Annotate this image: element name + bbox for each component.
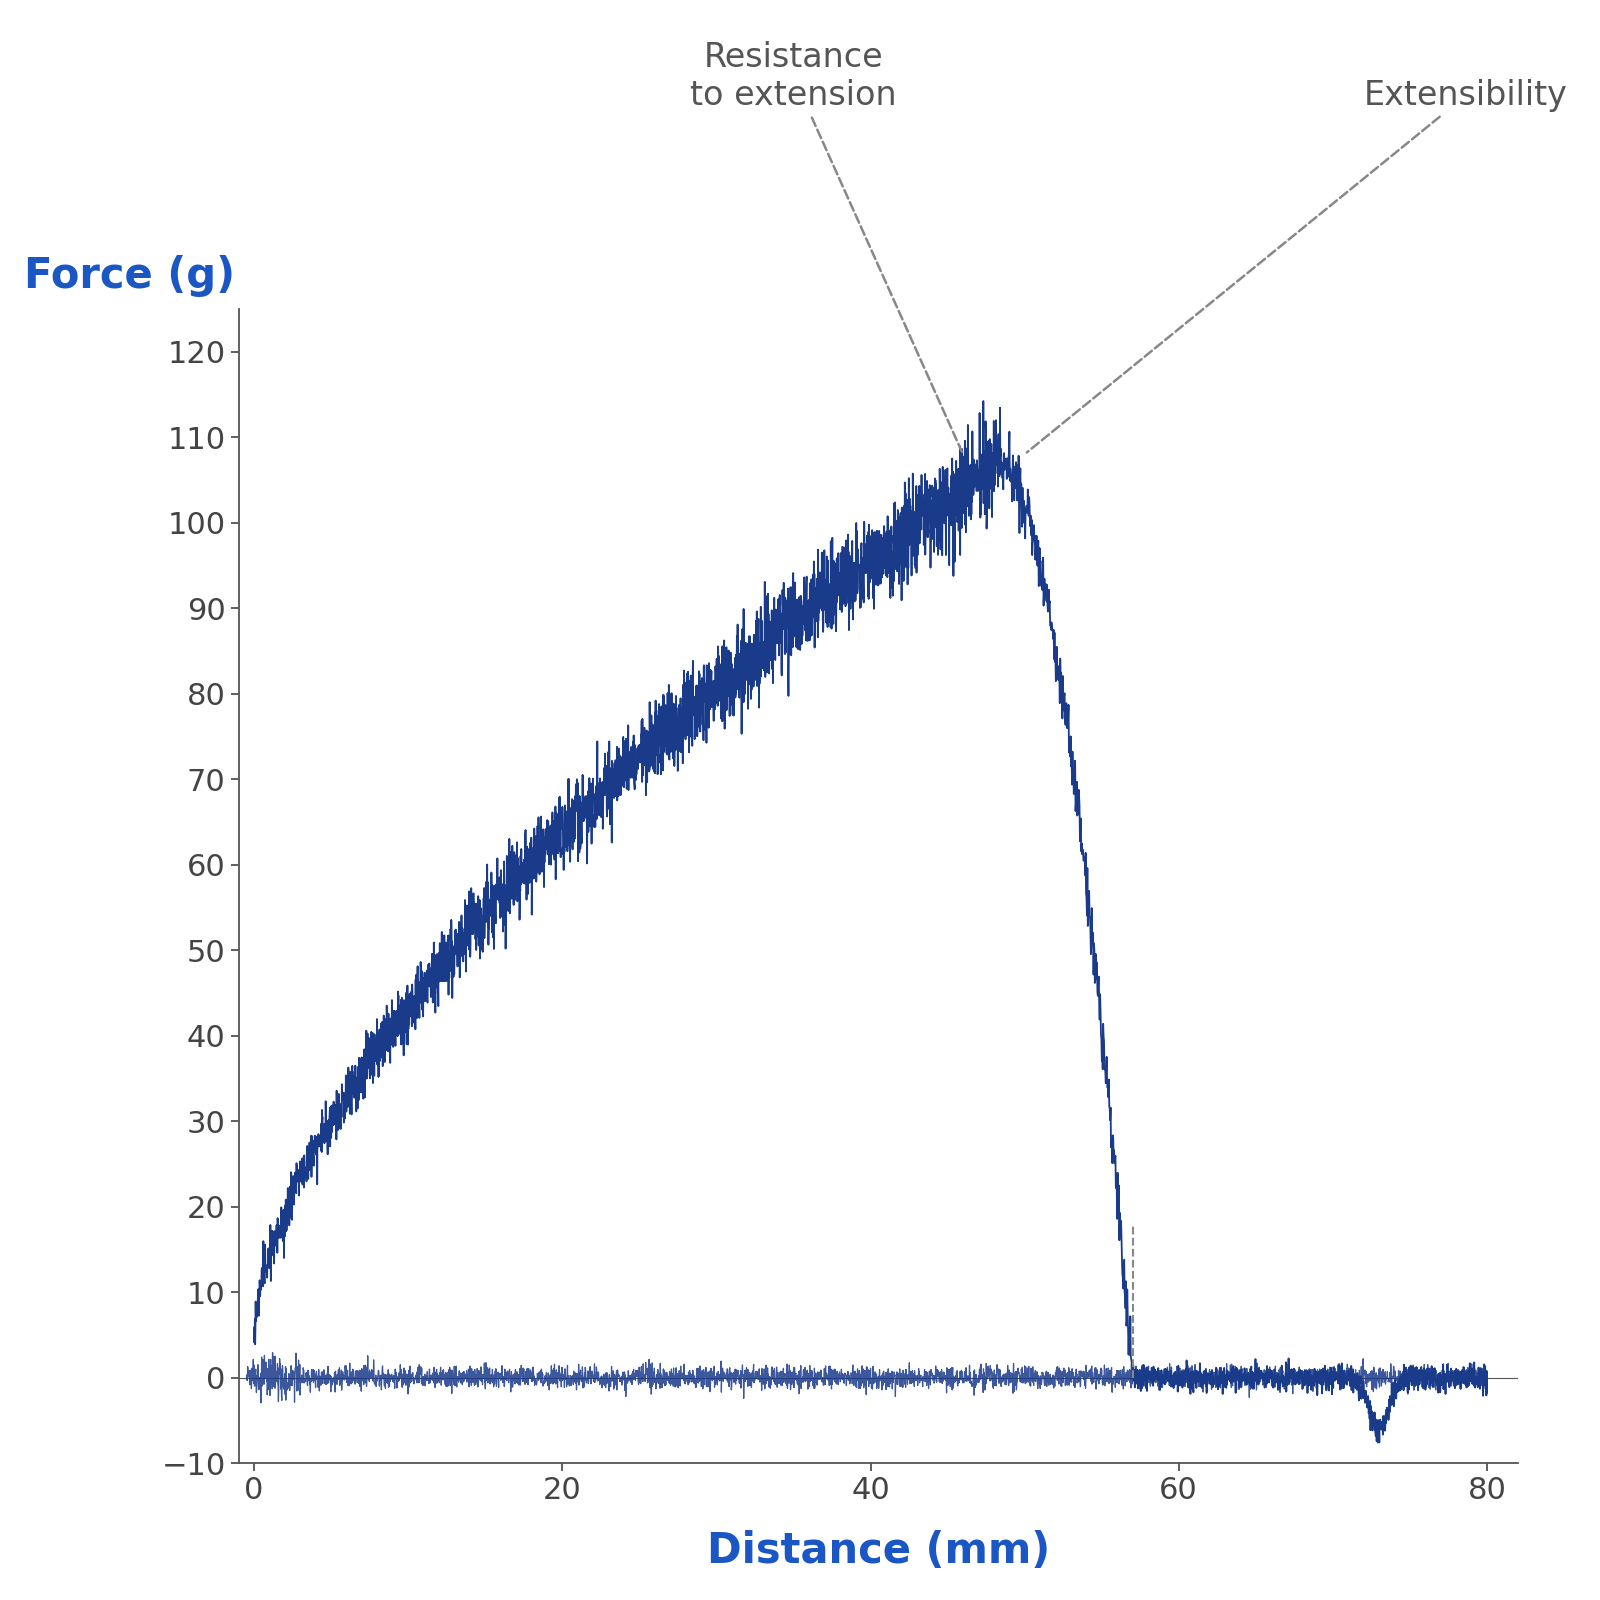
- Y-axis label: Force (g): Force (g): [24, 256, 235, 298]
- Text: Extensibility: Extensibility: [1027, 80, 1568, 453]
- X-axis label: Distance (mm): Distance (mm): [707, 1530, 1050, 1573]
- Text: Resistance
to extension: Resistance to extension: [690, 42, 962, 451]
